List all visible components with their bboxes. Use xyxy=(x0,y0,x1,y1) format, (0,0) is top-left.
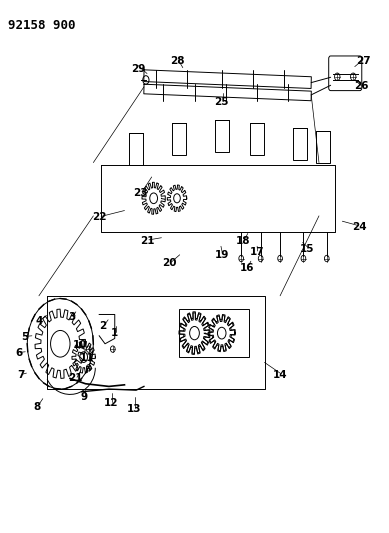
Bar xyxy=(179,309,249,357)
Text: 29: 29 xyxy=(131,64,145,74)
Text: 16: 16 xyxy=(240,263,254,273)
Text: 24: 24 xyxy=(352,222,367,231)
Text: 15: 15 xyxy=(300,244,315,254)
Text: 10: 10 xyxy=(72,341,87,350)
Text: 1: 1 xyxy=(111,328,118,338)
Text: 21: 21 xyxy=(68,374,83,383)
Bar xyxy=(215,120,229,152)
Text: 8: 8 xyxy=(33,402,40,411)
Text: 27: 27 xyxy=(356,56,371,66)
Text: 7: 7 xyxy=(18,370,25,380)
Text: 28: 28 xyxy=(170,56,184,66)
Bar xyxy=(129,133,143,165)
Text: 19: 19 xyxy=(215,250,229,260)
Text: 2: 2 xyxy=(100,321,107,331)
Text: 14: 14 xyxy=(273,370,287,379)
Text: 6: 6 xyxy=(16,349,23,358)
Text: 5: 5 xyxy=(22,333,29,342)
Text: 92158 900: 92158 900 xyxy=(8,19,75,31)
Text: 9: 9 xyxy=(80,392,87,402)
Text: 21: 21 xyxy=(140,236,155,246)
FancyBboxPatch shape xyxy=(329,56,362,91)
Bar xyxy=(172,123,186,155)
Text: 22: 22 xyxy=(92,213,107,222)
Text: 20: 20 xyxy=(162,259,177,268)
Bar xyxy=(293,128,307,160)
Text: 3: 3 xyxy=(68,312,75,322)
Text: 11: 11 xyxy=(80,353,95,363)
Text: 13: 13 xyxy=(127,404,142,414)
Text: 23: 23 xyxy=(133,189,147,198)
Text: 18: 18 xyxy=(236,236,251,246)
Text: 12: 12 xyxy=(103,399,118,408)
Text: 4: 4 xyxy=(35,317,42,326)
Text: 25: 25 xyxy=(214,98,229,107)
Bar xyxy=(316,131,330,163)
Text: 17: 17 xyxy=(249,247,264,257)
Bar xyxy=(250,123,264,155)
Text: 26: 26 xyxy=(354,82,369,91)
